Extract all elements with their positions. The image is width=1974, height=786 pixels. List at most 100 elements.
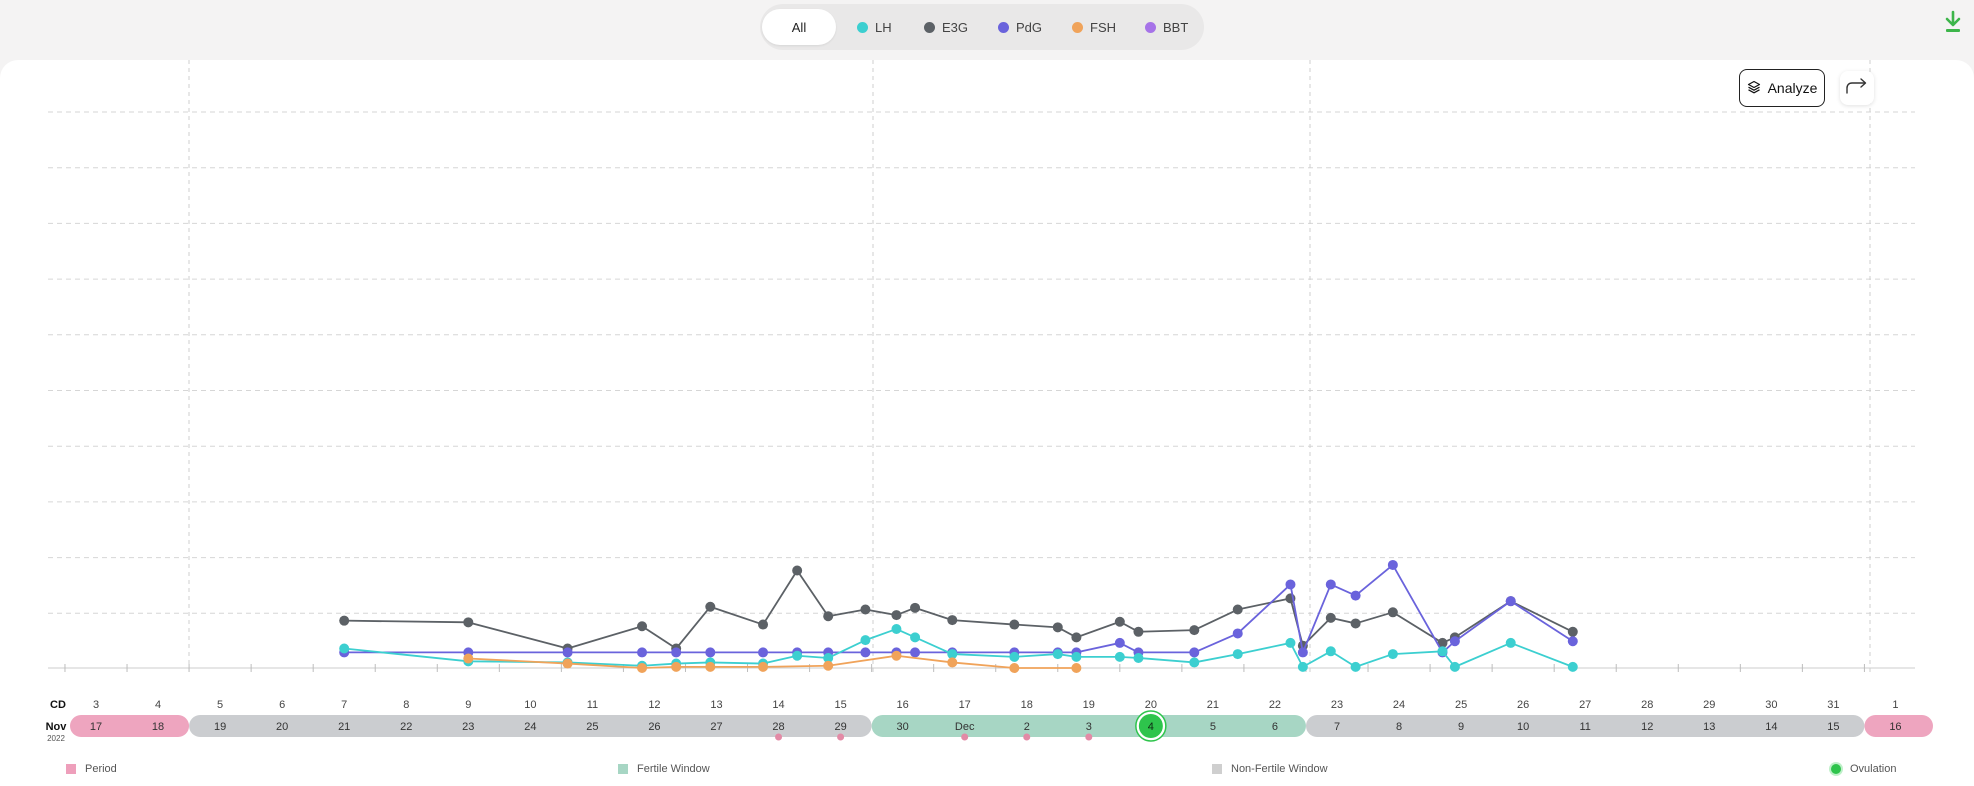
date-band: 17 18 19 20 21 22 23 24 25 26 27 28 29 30 Dec 2 3 4 5 6 7 8 9 1…	[70, 710, 1933, 742]
date-tick: 26	[648, 721, 660, 733]
fertile-swatch-icon	[618, 764, 628, 774]
lh-point	[1505, 637, 1516, 648]
date-tick: 6	[1272, 721, 1278, 733]
test-marker	[1085, 733, 1093, 741]
cycle-day-tick: 13	[710, 699, 722, 711]
e3g-point	[1114, 616, 1125, 627]
filter-lh[interactable]: LH	[857, 9, 892, 45]
grid-layer	[48, 60, 1915, 672]
fsh-point	[758, 661, 769, 672]
e3g-point	[1325, 612, 1336, 623]
lh-point	[1437, 646, 1448, 657]
e3g-point	[1071, 632, 1082, 643]
fsh-point	[671, 661, 682, 672]
e3g-point	[792, 565, 803, 576]
e3g-point	[1387, 607, 1398, 618]
date-tick: 22	[400, 721, 412, 733]
lh-point	[1567, 661, 1578, 672]
filter-all[interactable]: All	[762, 9, 836, 45]
top-bar: All LH E3G PdG FSH BBT	[0, 0, 1974, 60]
series-layer	[339, 559, 1578, 673]
cycle-day-tick: 25	[1455, 699, 1467, 711]
e3g-line	[344, 569, 1574, 650]
cycle-day-tick: 1	[1892, 699, 1898, 711]
pdg-point	[1567, 636, 1578, 647]
date-tick: 14	[1765, 721, 1777, 733]
filter-fsh[interactable]: FSH	[1072, 9, 1116, 45]
layers-icon	[1747, 80, 1761, 97]
test-marker	[1023, 733, 1031, 741]
lh-point	[1232, 649, 1243, 660]
cycle-day-tick: 9	[465, 699, 471, 711]
period-segment	[1864, 715, 1933, 737]
cycle-day-tick: 17	[959, 699, 971, 711]
date-tick: 20	[276, 721, 288, 733]
date-tick: Dec	[955, 721, 975, 733]
e3g-point	[910, 602, 921, 613]
pdg-point	[910, 647, 921, 658]
cycle-day-tick: 6	[279, 699, 285, 711]
date-tick: 19	[214, 721, 226, 733]
pdg-point	[1297, 647, 1308, 658]
e3g-point	[1232, 604, 1243, 615]
share-button[interactable]	[1840, 71, 1874, 105]
cycle-day-tick: 27	[1579, 699, 1591, 711]
pdg-point	[637, 647, 648, 658]
cycle-day-label: CD	[50, 699, 66, 711]
cycle-day-tick: 15	[834, 699, 846, 711]
e3g-point	[758, 619, 769, 630]
lh-point	[1325, 646, 1336, 657]
fsh-point	[1071, 663, 1082, 673]
date-tick: 29	[834, 721, 846, 733]
nonfertile-swatch-icon	[1212, 764, 1222, 774]
date-tick: 21	[338, 721, 350, 733]
filter-pdg[interactable]: PdG	[998, 9, 1042, 45]
fsh-point	[463, 653, 474, 664]
e3g-point	[891, 610, 902, 621]
filter-pdg-label: PdG	[1016, 19, 1043, 35]
e3g-point	[1189, 625, 1200, 636]
legend-nonfertile-label: Non-Fertile Window	[1231, 763, 1328, 775]
cycle-day-tick: 20	[1145, 699, 1157, 711]
filter-bbt[interactable]: BBT	[1145, 9, 1188, 45]
date-tick: 30	[897, 721, 909, 733]
cycle-day-tick: 11	[587, 699, 598, 711]
download-icon[interactable]	[1942, 10, 1964, 36]
pdg-point	[1387, 559, 1398, 570]
month-label: Nov	[46, 721, 68, 733]
e3g-point	[1437, 637, 1448, 648]
cycle-day-tick: 19	[1083, 699, 1095, 711]
pdg-point	[1325, 579, 1336, 590]
date-tick: 17	[90, 721, 102, 733]
pdg-point	[705, 647, 716, 658]
date-tick: 27	[710, 721, 722, 733]
pdg-point	[1350, 590, 1361, 601]
lh-point	[823, 652, 834, 663]
fertile-segment	[871, 715, 1306, 737]
e3g-point	[823, 611, 834, 622]
lh-dot-icon	[857, 21, 868, 33]
lh-point	[947, 649, 958, 660]
pdg-point	[758, 647, 769, 658]
legend-non-fertile-window: Non-Fertile Window	[1212, 763, 1328, 775]
analyze-button[interactable]: Analyze	[1739, 69, 1825, 107]
test-marker	[961, 733, 969, 741]
lh-point	[1071, 651, 1082, 662]
lh-point	[860, 635, 871, 646]
e3g-dot-icon	[924, 21, 935, 33]
pdg-point	[671, 647, 682, 658]
fsh-point	[1009, 663, 1020, 673]
e3g-point	[947, 615, 958, 626]
cycle-day-tick: 26	[1517, 699, 1529, 711]
pdg-line	[344, 564, 1574, 654]
cycle-day-tick: 7	[341, 699, 347, 711]
pdg-point	[562, 647, 573, 658]
nonfertile-segment	[189, 715, 872, 737]
e3g-point	[1133, 626, 1144, 637]
legend-period: Period	[66, 763, 117, 775]
lh-point	[1189, 657, 1200, 668]
year-label: 2022	[47, 734, 65, 743]
cycle-day-tick: 31	[1827, 699, 1839, 711]
filter-e3g[interactable]: E3G	[924, 9, 968, 45]
date-tick: 10	[1517, 721, 1529, 733]
